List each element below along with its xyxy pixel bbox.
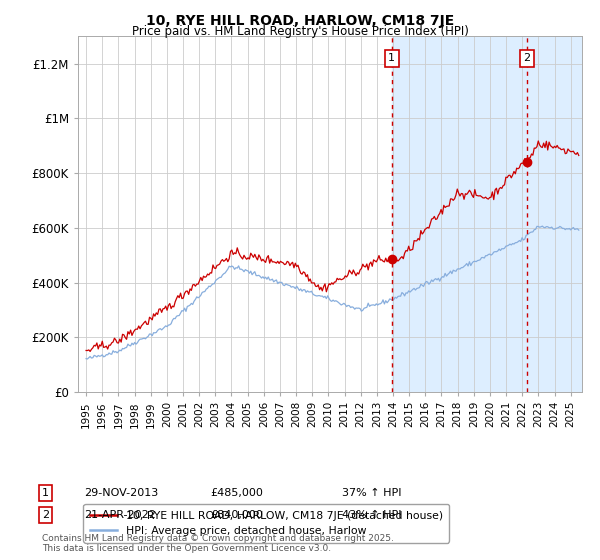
Text: Price paid vs. HM Land Registry's House Price Index (HPI): Price paid vs. HM Land Registry's House … [131, 25, 469, 38]
Text: 43% ↑ HPI: 43% ↑ HPI [342, 510, 401, 520]
Bar [392, 36, 598, 392]
Text: 2: 2 [42, 510, 49, 520]
Text: Contains HM Land Registry data © Crown copyright and database right 2025.
This d: Contains HM Land Registry data © Crown c… [42, 534, 394, 553]
Text: 37% ↑ HPI: 37% ↑ HPI [342, 488, 401, 498]
Text: 2: 2 [524, 53, 530, 63]
Text: £840,000: £840,000 [210, 510, 263, 520]
Text: 1: 1 [42, 488, 49, 498]
Legend: 10, RYE HILL ROAD, HARLOW, CM18 7JE (detached house), HPI: Average price, detach: 10, RYE HILL ROAD, HARLOW, CM18 7JE (det… [83, 504, 449, 543]
Text: 10, RYE HILL ROAD, HARLOW, CM18 7JE: 10, RYE HILL ROAD, HARLOW, CM18 7JE [146, 14, 454, 28]
Text: £485,000: £485,000 [210, 488, 263, 498]
Text: 29-NOV-2013: 29-NOV-2013 [84, 488, 158, 498]
Text: 21-APR-2022: 21-APR-2022 [84, 510, 156, 520]
Text: 1: 1 [388, 53, 395, 63]
